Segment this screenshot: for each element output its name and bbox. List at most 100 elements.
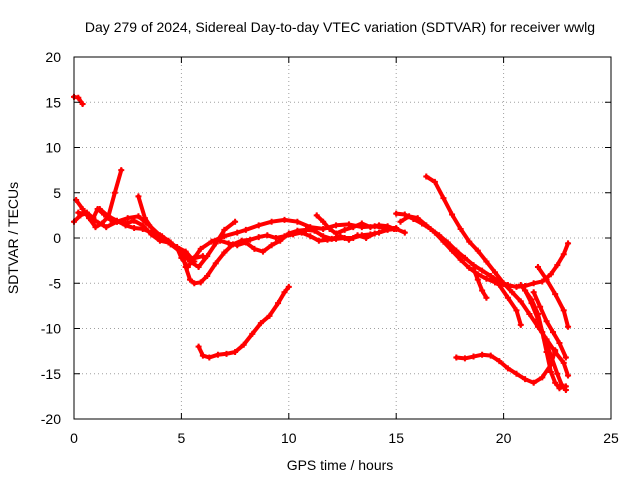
- data-point: [294, 218, 301, 225]
- data-point: [135, 213, 142, 220]
- x-tick-label: 0: [70, 430, 78, 446]
- data-point: [509, 289, 516, 296]
- data-point: [457, 225, 464, 232]
- data-point: [255, 234, 262, 241]
- data-point: [517, 282, 524, 289]
- y-tick-label: 10: [45, 140, 61, 156]
- data-point: [547, 361, 554, 368]
- data-point: [221, 249, 228, 256]
- data-point: [268, 218, 275, 225]
- data-point: [350, 224, 357, 231]
- data-point: [214, 351, 221, 358]
- data-point: [191, 254, 198, 261]
- data-point: [547, 271, 554, 278]
- data-point: [131, 225, 138, 232]
- series-s10: [195, 283, 292, 361]
- data-point: [225, 240, 232, 247]
- data-point: [264, 232, 271, 239]
- data-point: [124, 215, 131, 222]
- ticks: 0 5 10 15 20 25 20 15 10 5 0 -5 -10 -15 -20: [41, 49, 619, 446]
- data-point: [487, 273, 494, 280]
- data-point: [139, 225, 146, 232]
- series-line: [471, 266, 489, 300]
- data-point: [232, 218, 239, 225]
- data-point: [260, 248, 267, 255]
- x-tick-label: 5: [178, 430, 186, 446]
- y-axis-label: SDTVAR / TECUs: [5, 182, 21, 294]
- data-point: [208, 238, 215, 245]
- data-point: [552, 291, 559, 298]
- y-tick-label: -5: [49, 275, 62, 291]
- data-point: [565, 372, 572, 379]
- series-s9: [313, 212, 398, 237]
- data-point: [345, 236, 352, 243]
- data-point: [522, 376, 529, 383]
- data-point: [320, 233, 327, 240]
- data-point: [75, 209, 82, 216]
- data-point: [251, 245, 258, 252]
- x-tick-label: 15: [388, 430, 404, 446]
- series-s15: [487, 273, 524, 328]
- data-point: [479, 287, 486, 294]
- data-point: [277, 237, 284, 244]
- data-point: [474, 276, 481, 283]
- data-point: [483, 258, 490, 265]
- data-point: [526, 311, 533, 318]
- data-point: [449, 211, 456, 218]
- data-point: [423, 173, 430, 180]
- data-point: [397, 218, 404, 225]
- series-s19: [530, 289, 569, 361]
- data-point: [249, 330, 256, 337]
- data-point: [122, 222, 129, 229]
- data-point: [513, 307, 520, 314]
- data-point: [247, 236, 254, 243]
- data-point: [79, 206, 86, 213]
- series-s1: [71, 93, 86, 108]
- data-point: [75, 94, 82, 101]
- data-point: [543, 349, 550, 356]
- data-point: [234, 229, 241, 236]
- data-point: [453, 354, 460, 361]
- data-point: [504, 365, 511, 372]
- data-point: [530, 280, 537, 287]
- data-point: [406, 213, 413, 220]
- data-point: [384, 223, 391, 230]
- data-point: [307, 233, 314, 240]
- data-point: [204, 273, 211, 280]
- data-point: [191, 280, 198, 287]
- data-point: [358, 220, 365, 227]
- data-point: [470, 265, 477, 272]
- data-point: [560, 251, 567, 258]
- data-point: [242, 226, 249, 233]
- series-s6: [135, 193, 239, 270]
- data-point: [513, 283, 520, 290]
- data-point: [337, 233, 344, 240]
- y-tick-label: -20: [41, 411, 61, 427]
- series-line: [424, 174, 570, 378]
- data-point: [178, 247, 185, 254]
- data-point: [257, 320, 264, 327]
- series-line: [531, 290, 568, 360]
- data-point: [333, 230, 340, 237]
- data-point: [105, 213, 112, 220]
- data-point: [539, 374, 546, 381]
- y-tick-label: 0: [53, 230, 61, 246]
- data-point: [223, 350, 230, 357]
- data-point: [240, 341, 247, 348]
- x-axis-label: GPS time / hours: [287, 457, 394, 473]
- data-point: [401, 211, 408, 218]
- y-tick-label: 5: [53, 185, 61, 201]
- data-point: [562, 383, 569, 390]
- data-point: [234, 242, 241, 249]
- data-point: [272, 235, 279, 241]
- data-point: [186, 258, 193, 265]
- chart-title: Day 279 of 2024, Sidereal Day-to-day VTE…: [85, 19, 595, 35]
- data-point: [204, 253, 211, 260]
- x-tick-label: 20: [496, 430, 512, 446]
- data-point: [206, 354, 213, 361]
- data-point: [431, 229, 438, 236]
- data-point: [539, 329, 546, 336]
- data-point: [500, 280, 507, 287]
- data-point: [522, 287, 529, 294]
- data-point: [159, 233, 166, 240]
